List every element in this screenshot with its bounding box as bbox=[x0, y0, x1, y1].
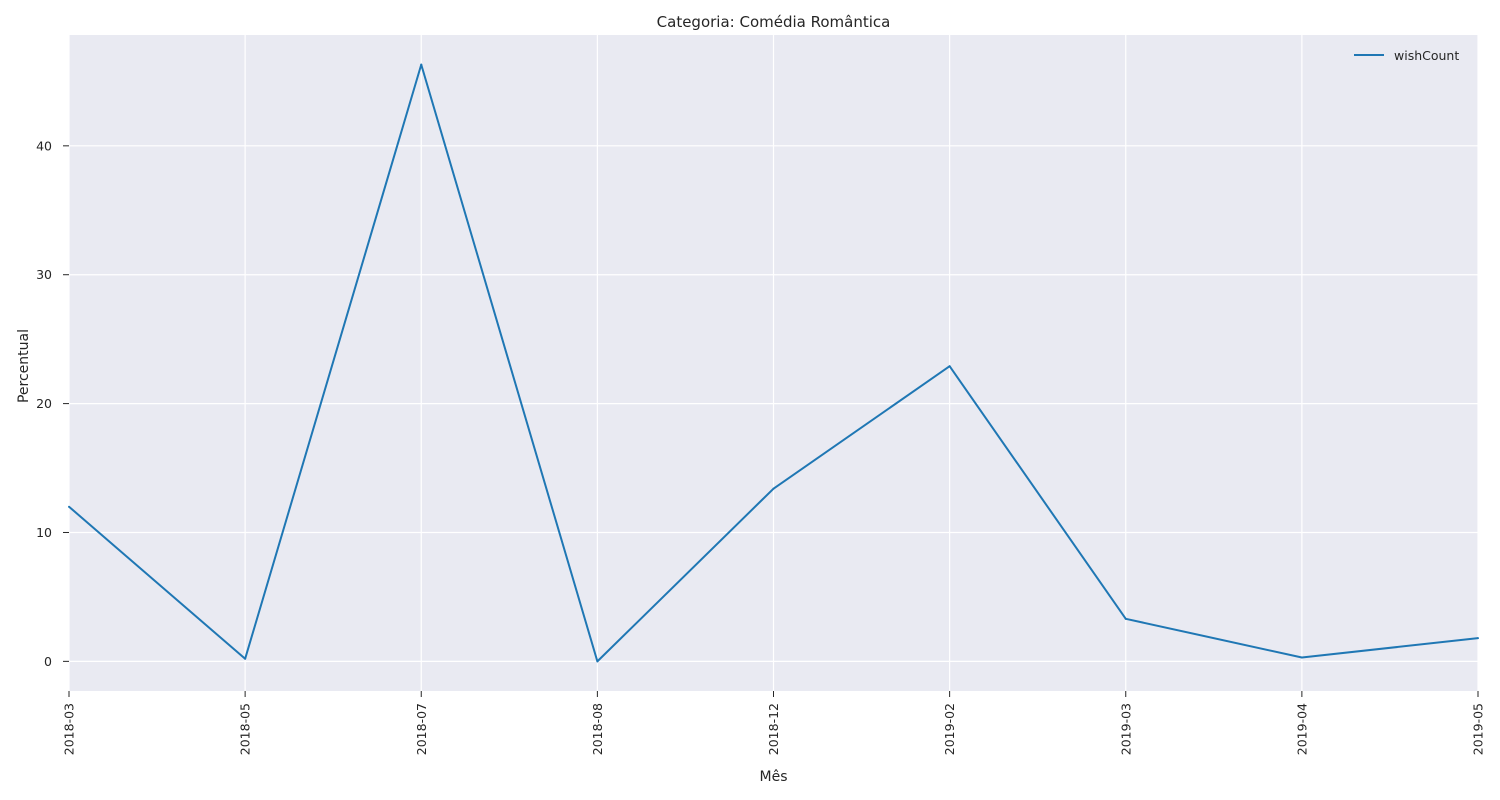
legend: wishCount bbox=[1354, 48, 1459, 63]
data-point bbox=[244, 657, 247, 660]
x-tick-label: 2019-04 bbox=[1294, 703, 1309, 755]
x-tick-label: 2019-05 bbox=[1471, 703, 1486, 755]
data-point bbox=[772, 487, 775, 490]
x-axis-label: Mês bbox=[760, 769, 788, 785]
x-tick-label: 2019-02 bbox=[942, 703, 957, 755]
chart-title: Categoria: Comédia Romântica bbox=[657, 13, 891, 31]
y-tick-label: 40 bbox=[36, 138, 52, 153]
legend-label-wishCount: wishCount bbox=[1394, 48, 1459, 63]
data-point bbox=[68, 505, 70, 508]
y-axis-label: Percentual bbox=[16, 329, 32, 403]
y-tick-label: 10 bbox=[36, 525, 52, 540]
x-tick-label: 2018-05 bbox=[238, 703, 253, 755]
x-tick-label: 2018-12 bbox=[766, 703, 781, 755]
data-point bbox=[1300, 656, 1303, 659]
x-tick-label: 2018-03 bbox=[62, 703, 77, 755]
x-tick-label: 2019-03 bbox=[1118, 703, 1133, 755]
y-axis: 0 10 20 30 40 bbox=[36, 138, 69, 669]
data-point bbox=[420, 63, 423, 66]
y-tick-label: 30 bbox=[36, 267, 52, 282]
data-point bbox=[1477, 637, 1479, 640]
y-tick-label: 0 bbox=[44, 654, 52, 669]
x-axis: 2018-03 2018-05 2018-07 2018-08 2018-12 2019-… bbox=[62, 691, 1486, 755]
data-point bbox=[1124, 617, 1127, 620]
data-point bbox=[596, 660, 599, 663]
y-tick-label: 20 bbox=[36, 396, 52, 411]
x-tick-label: 2018-07 bbox=[414, 703, 429, 755]
x-tick-label: 2018-08 bbox=[590, 703, 605, 755]
series-layer bbox=[68, 63, 1479, 663]
grid bbox=[68, 35, 1479, 691]
data-point bbox=[948, 365, 951, 368]
